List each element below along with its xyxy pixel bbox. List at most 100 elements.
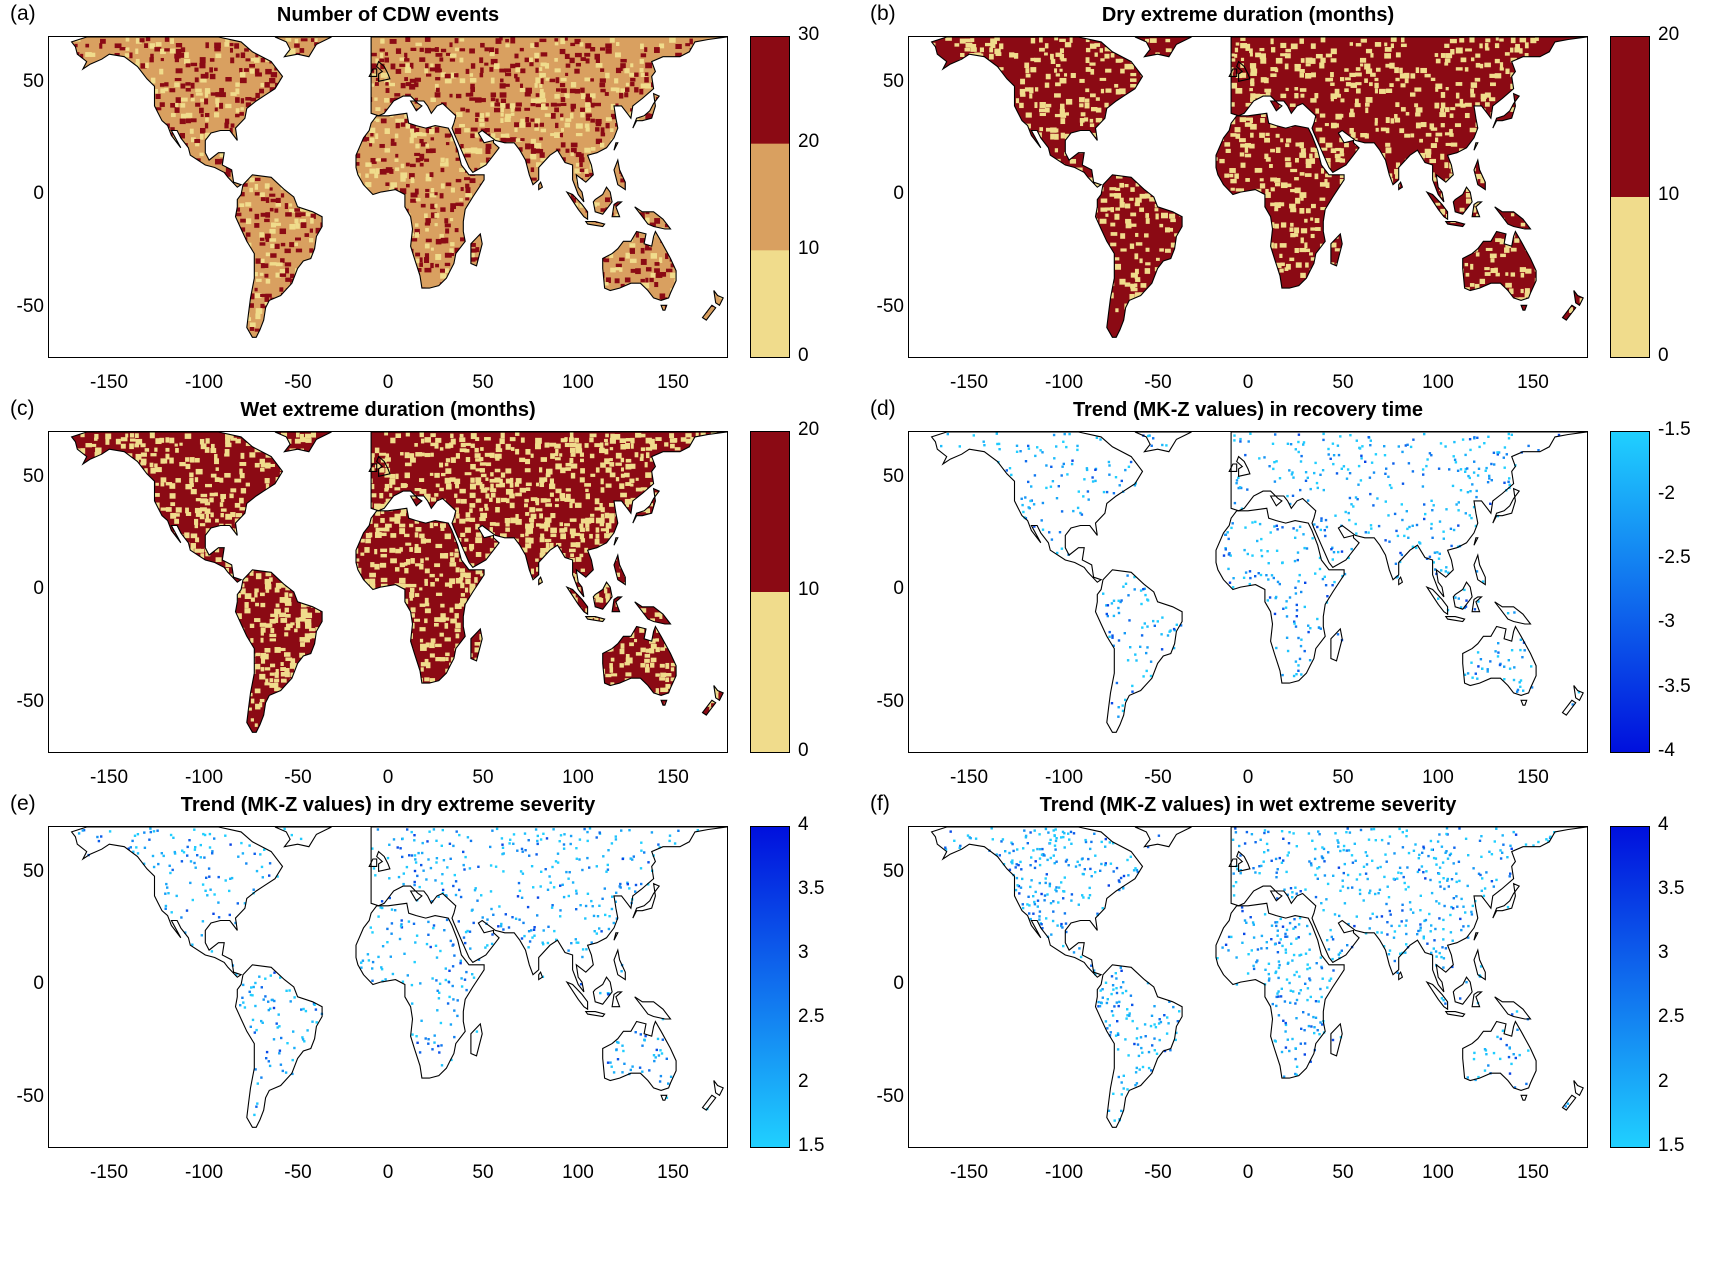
coastline-java — [1444, 616, 1466, 623]
coastline-sri-lanka — [538, 971, 544, 981]
colorbar — [1610, 826, 1650, 1148]
x-tick-label: -100 — [1044, 767, 1084, 788]
x-tick-label: 150 — [1517, 767, 1549, 788]
coastlines — [930, 432, 1587, 733]
coastline-gb — [376, 60, 391, 82]
coastline-japan — [1492, 487, 1521, 524]
coastlines — [70, 827, 727, 1128]
y-tick-label: 50 — [22, 466, 44, 487]
coastline-sulawesi — [1471, 201, 1483, 218]
x-tick-label: 50 — [1332, 1162, 1354, 1183]
coastline-sumatra — [565, 980, 589, 1011]
coastline-sumatra — [1425, 585, 1449, 616]
world-map — [930, 827, 1587, 1128]
colorbar-tick-label: 10 — [1658, 184, 1680, 205]
x-tick-label: 50 — [1332, 767, 1354, 788]
coastline-south-america — [1094, 174, 1183, 338]
colorbar-tick-label: 0 — [1658, 345, 1669, 366]
map-area — [48, 36, 728, 358]
colorbar-tick-label: -4 — [1658, 740, 1675, 761]
coastline-sumatra — [565, 190, 589, 221]
coastline-south-america — [234, 964, 323, 1128]
coastline-north-america — [70, 827, 284, 978]
coastline-greenland — [1134, 432, 1192, 453]
coastline-greenland — [1134, 37, 1192, 58]
x-tick-label: -50 — [1144, 1162, 1172, 1183]
coastline-eurasia — [370, 827, 727, 993]
colorbar-scale — [1611, 37, 1649, 357]
coastline-nz-north — [1573, 685, 1584, 702]
x-tick-label: 100 — [1422, 1162, 1454, 1183]
x-tick-label: -150 — [949, 1162, 989, 1183]
coastline-australia — [1462, 625, 1537, 696]
coastline-australia — [1462, 230, 1537, 301]
coastlines — [70, 432, 727, 733]
coastline-sulawesi — [1471, 596, 1483, 613]
coastline-nz-south — [701, 304, 717, 321]
y-tick-label: 50 — [22, 71, 44, 92]
coastline-eurasia — [370, 432, 727, 598]
x-tick-label: -50 — [284, 1162, 312, 1183]
colorbar-class — [751, 143, 789, 251]
coastline-japan — [1492, 882, 1521, 919]
colorbar-class — [751, 37, 789, 145]
coastline-japan — [632, 882, 661, 919]
y-tick-label: 50 — [22, 861, 44, 882]
land-africa — [356, 508, 485, 684]
land-eurasia — [371, 432, 727, 597]
coastline-madagascar — [470, 1022, 483, 1057]
coastline-philippines — [1473, 158, 1486, 191]
y-tick-label: -50 — [876, 296, 904, 317]
coastlines — [930, 827, 1587, 1128]
coastline-south-america — [234, 174, 323, 338]
panel-e: (e) Trend (MK-Z values) in dry extreme s… — [0, 790, 860, 1210]
coastline-africa — [1215, 507, 1345, 684]
y-tick-label: 0 — [33, 973, 44, 994]
x-tick-label: 50 — [472, 767, 494, 788]
x-tick-label: 150 — [657, 767, 689, 788]
panel-f: (f) Trend (MK-Z values) in wet extreme s… — [860, 790, 1720, 1210]
coastline-ireland — [368, 68, 378, 77]
colorbar-scale — [751, 37, 789, 357]
coastline-gb — [1236, 455, 1251, 477]
coastline-sumatra — [565, 585, 589, 616]
panel-c: (c) Wet extreme duration (months) 50 0 -… — [0, 395, 860, 815]
coastline-taiwan — [613, 142, 619, 151]
world-map — [930, 37, 1587, 338]
panel-letter: (c) — [10, 397, 35, 420]
colorbar-scale — [1611, 827, 1649, 1147]
colorbar-tick-label: 0 — [798, 740, 809, 761]
coastline-nz-south — [1561, 1094, 1577, 1111]
x-tick-label: 150 — [657, 1162, 689, 1183]
coastline-java — [584, 616, 606, 623]
coastline-philippines — [1473, 948, 1486, 981]
coastline-greenland — [274, 432, 332, 453]
colorbar-tick-label: 4 — [1658, 814, 1669, 835]
trend-points — [944, 827, 1570, 1122]
panel-a: (a) Number of CDW events 50 0 -50 -150 -… — [0, 0, 860, 420]
coastline-ireland — [1228, 858, 1238, 867]
coastline-gb — [376, 455, 391, 477]
land-nz-south — [702, 700, 716, 716]
coastline-ireland — [368, 463, 378, 472]
colorbar-tick-label: -2.5 — [1658, 547, 1691, 568]
map-area — [908, 826, 1588, 1148]
coastline-nz-south — [1561, 304, 1577, 321]
panel-title: Trend (MK-Z values) in dry extreme sever… — [180, 794, 596, 816]
x-tick-label: 0 — [1242, 767, 1254, 788]
coastline-borneo — [592, 581, 613, 610]
land-nz-south — [702, 305, 716, 321]
land-north-america — [931, 37, 1143, 188]
coastline-philippines — [613, 948, 626, 981]
coastline-ireland — [1228, 463, 1238, 472]
trend-points — [77, 827, 709, 1117]
colorbar-tick-label: 3.5 — [798, 878, 825, 899]
y-tick-label: -50 — [876, 1086, 904, 1107]
panel-letter: (b) — [870, 2, 896, 25]
coastline-new-guinea — [1494, 206, 1532, 230]
colorbar-tick-label: 4 — [798, 814, 809, 835]
coastline-nz-south — [701, 1094, 717, 1111]
coastline-tasmania — [660, 304, 668, 311]
colorbar — [1610, 431, 1650, 753]
colorbar — [750, 431, 790, 753]
